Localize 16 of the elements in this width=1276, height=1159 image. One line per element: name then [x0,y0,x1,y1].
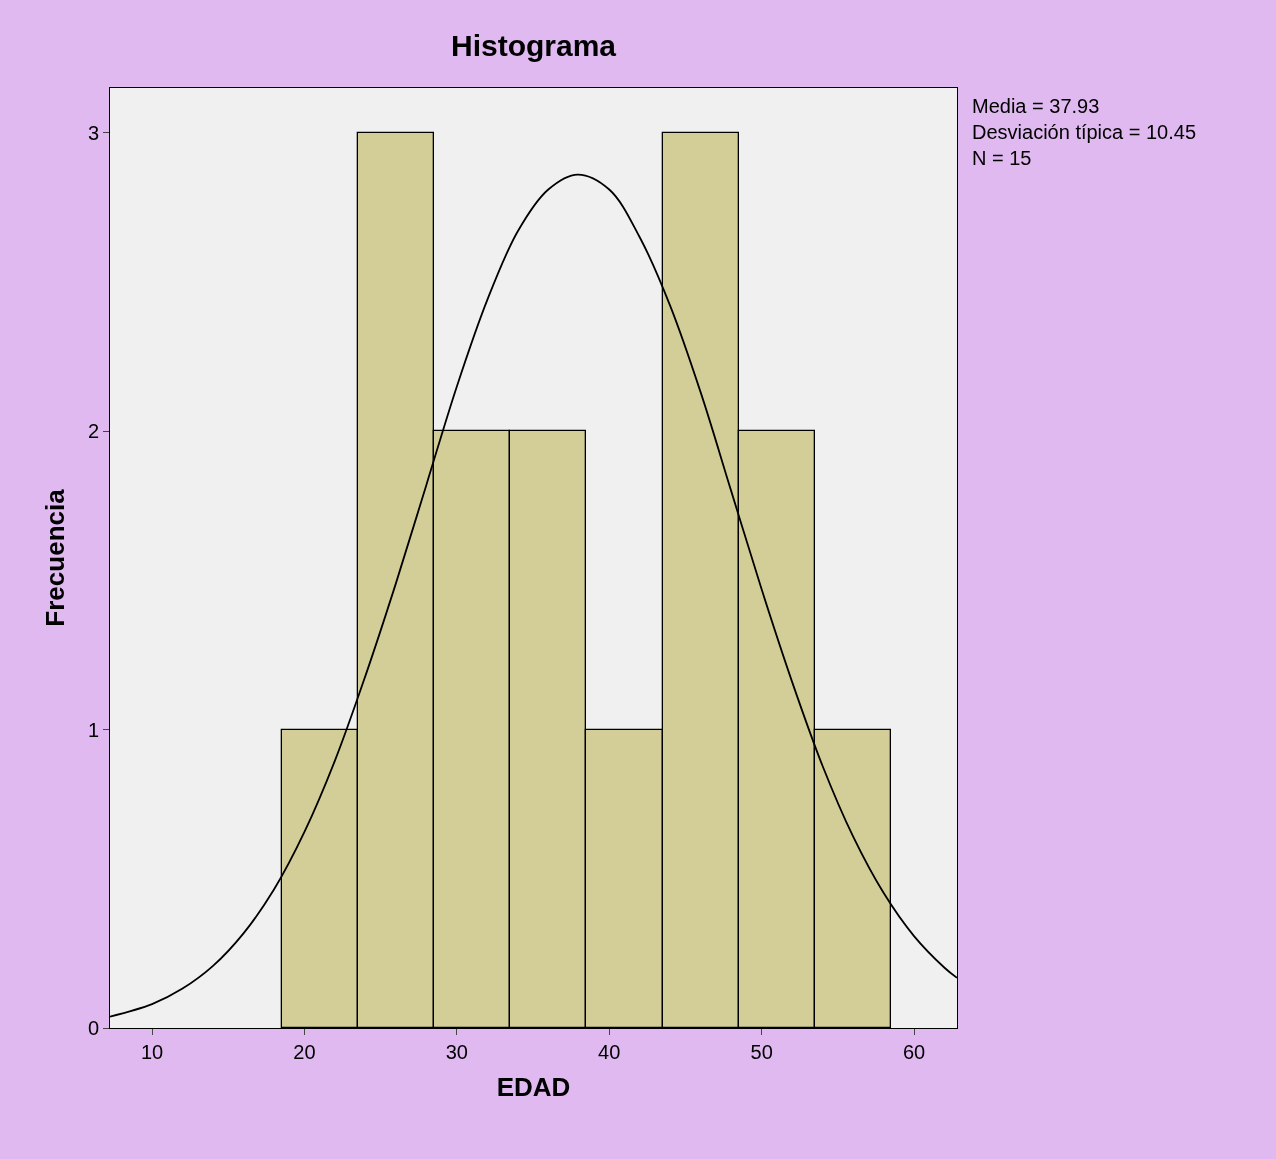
y-tick-label: 1 [87,718,99,741]
chart-title: Histograma [450,28,617,62]
y-tick-label: 3 [87,121,99,144]
text: Desviación típica = 10.45 [972,121,1197,143]
x-tick-label: 60 [902,1041,926,1063]
x-tick-label: 10 [140,1041,164,1063]
x-tick-label: 40 [598,1041,621,1063]
text: N = 15 [972,147,1032,169]
x-tick-label: 20 [293,1041,316,1063]
y-tick-label: 2 [87,420,99,443]
y-axis-title: Frecuencia [40,488,71,627]
x-tick-label: 30 [445,1041,468,1063]
x-axis-title: EDAD [496,1071,571,1102]
y-tick-label: 0 [87,1017,99,1039]
x-tick-label: 50 [750,1041,773,1063]
text: Media = 37.93 [972,95,1100,117]
